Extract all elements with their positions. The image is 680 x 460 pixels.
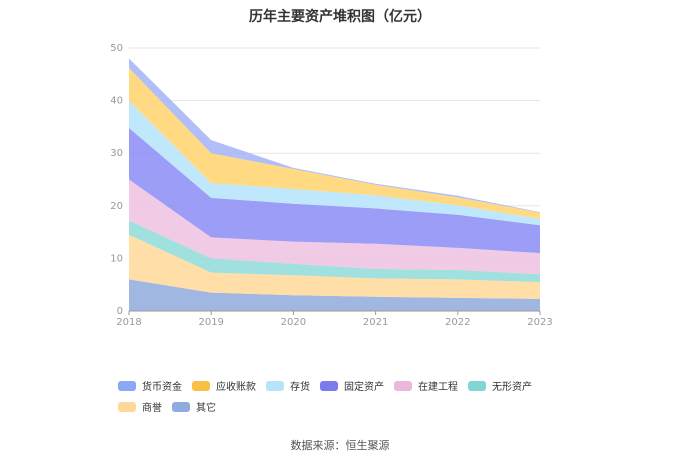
legend-swatch [468,380,486,391]
legend-item[interactable]: 固定资产 [320,378,384,393]
legend-item[interactable]: 无形资产 [468,378,532,393]
area-1 [129,279,540,311]
x-tick-label: 2020 [281,317,306,328]
legend-swatch [172,401,190,412]
x-axis: 2018 2019 2020 2021 2022 2023 [116,310,553,328]
x-tick-label: 2018 [116,317,141,328]
legend-item[interactable]: 其它 [172,399,216,414]
legend-item[interactable]: 货币资金 [118,378,182,393]
legend-label: 商誉 [142,403,162,414]
area-5 [129,128,540,254]
x-tick-label: 2021 [363,317,388,328]
legend-swatch [192,380,210,391]
x-tick-label: 2019 [198,317,223,328]
legend-item[interactable]: 应收账款 [192,378,256,393]
y-tick-label: 0 [117,306,123,317]
legend-label: 固定资产 [344,382,384,393]
legend-swatch [394,380,412,391]
chart-title: 历年主要资产堆积图（亿元） [249,9,431,25]
legend-item[interactable]: 商誉 [118,399,162,414]
legend-swatch [118,401,136,412]
area-series [129,58,540,311]
legend-label: 在建工程 [418,382,458,393]
legend-item[interactable]: 存货 [266,378,310,393]
legend-swatch [266,380,284,391]
area-4 [129,179,540,275]
legend-label: 货币资金 [142,382,182,393]
y-tick-label: 10 [110,253,123,264]
legend-label: 存货 [290,382,310,393]
legend-label: 其它 [196,403,216,414]
y-tick-label: 50 [110,43,123,54]
area-2 [129,234,540,299]
data-source: 数据来源：恒生聚源 [290,439,390,452]
x-tick-label: 2022 [445,317,470,328]
legend-swatch [118,380,136,391]
x-tick-label: 2023 [527,317,552,328]
legend: 货币资金 应收账款 存货 固定资产 在建工程 无形资产商誉 其它 [118,378,578,420]
legend-label: 应收账款 [216,382,256,393]
y-tick-label: 30 [110,148,123,159]
area-7 [129,68,540,219]
legend-swatch [320,380,338,391]
y-axis: 0 10 20 30 40 50 [110,43,123,317]
stacked-area-chart: 0 10 20 30 40 50 2018 2019 2020 2021 2022 2023 [110,43,553,328]
legend-item[interactable]: 在建工程 [394,378,458,393]
area-3 [129,220,540,283]
area-6 [129,100,540,226]
legend-label: 无形资产 [492,382,532,393]
y-tick-label: 20 [110,201,123,212]
y-tick-label: 40 [110,96,123,107]
